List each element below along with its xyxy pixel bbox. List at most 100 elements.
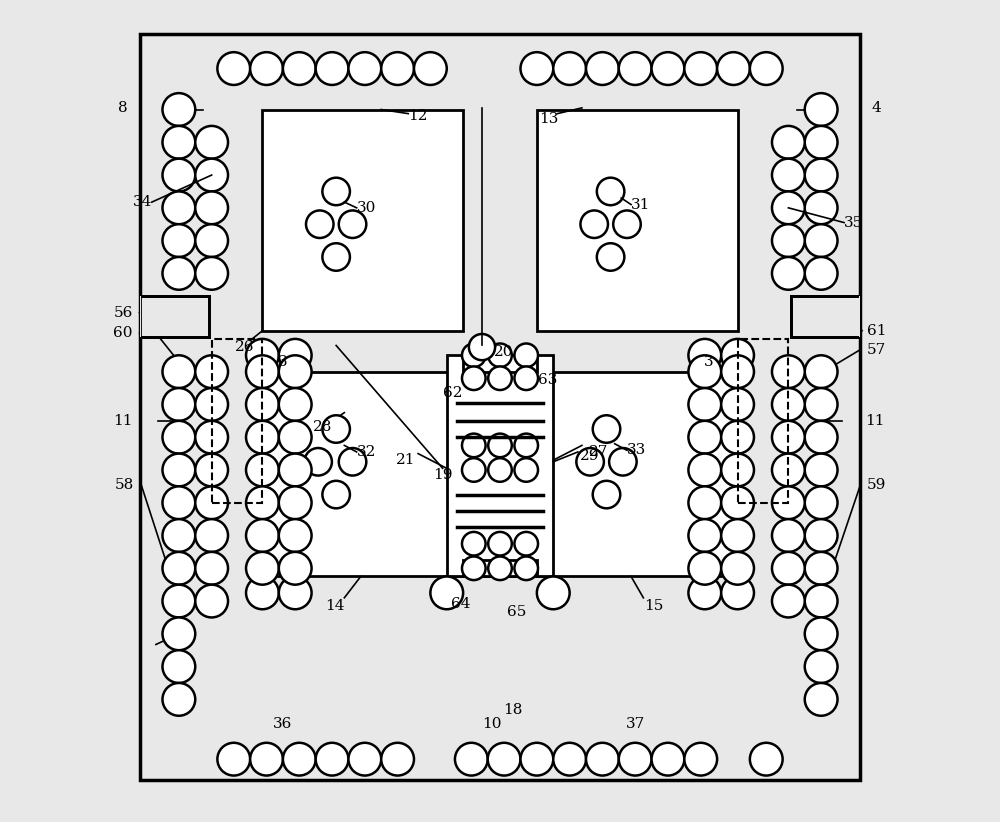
Circle shape — [306, 210, 334, 238]
Circle shape — [514, 434, 538, 457]
Bar — [140, 296, 209, 337]
Circle shape — [721, 576, 754, 609]
Circle shape — [586, 52, 619, 85]
Circle shape — [772, 454, 805, 487]
Bar — [140, 296, 141, 337]
Circle shape — [246, 421, 279, 454]
Circle shape — [279, 339, 312, 372]
Text: 59: 59 — [867, 478, 887, 492]
Text: 61: 61 — [867, 324, 887, 338]
Circle shape — [162, 159, 195, 192]
Text: 57: 57 — [867, 343, 886, 357]
Circle shape — [488, 344, 512, 367]
Circle shape — [688, 454, 721, 487]
Circle shape — [805, 388, 838, 421]
Circle shape — [688, 388, 721, 421]
Circle shape — [514, 532, 538, 556]
Circle shape — [488, 743, 520, 775]
Circle shape — [772, 520, 805, 552]
Text: 63: 63 — [538, 373, 557, 387]
Circle shape — [721, 487, 754, 520]
Circle shape — [597, 178, 624, 206]
Circle shape — [162, 650, 195, 683]
Circle shape — [462, 344, 486, 367]
Circle shape — [805, 683, 838, 716]
Circle shape — [469, 334, 495, 360]
Text: 20: 20 — [494, 345, 514, 359]
Circle shape — [195, 355, 228, 388]
Circle shape — [772, 388, 805, 421]
Bar — [537, 109, 738, 330]
Circle shape — [279, 355, 312, 388]
Circle shape — [250, 52, 283, 85]
Circle shape — [586, 743, 619, 775]
Circle shape — [772, 224, 805, 257]
Text: 11: 11 — [865, 413, 885, 427]
Circle shape — [430, 576, 463, 609]
Circle shape — [246, 576, 279, 609]
Circle shape — [348, 743, 381, 775]
Circle shape — [688, 421, 721, 454]
Circle shape — [805, 520, 838, 552]
Circle shape — [162, 552, 195, 584]
Circle shape — [580, 210, 608, 238]
Bar — [463, 560, 537, 576]
Circle shape — [381, 743, 414, 775]
Circle shape — [246, 339, 279, 372]
Circle shape — [283, 743, 316, 775]
Circle shape — [162, 257, 195, 290]
Circle shape — [717, 52, 750, 85]
Circle shape — [381, 52, 414, 85]
Circle shape — [339, 448, 366, 476]
Circle shape — [195, 388, 228, 421]
Circle shape — [322, 243, 350, 270]
Circle shape — [162, 454, 195, 487]
Circle shape — [488, 458, 512, 482]
Circle shape — [805, 421, 838, 454]
Circle shape — [279, 520, 312, 552]
Circle shape — [721, 355, 754, 388]
Bar — [262, 372, 467, 576]
Circle shape — [805, 454, 838, 487]
Circle shape — [304, 448, 332, 476]
Bar — [533, 372, 738, 576]
Circle shape — [772, 552, 805, 584]
Circle shape — [217, 52, 250, 85]
Text: 36: 36 — [273, 717, 293, 731]
Circle shape — [250, 743, 283, 775]
Circle shape — [162, 487, 195, 520]
Text: 35: 35 — [844, 215, 863, 229]
Circle shape — [246, 355, 279, 388]
Circle shape — [537, 576, 570, 609]
Circle shape — [576, 448, 604, 476]
Circle shape — [750, 52, 783, 85]
Circle shape — [322, 178, 350, 206]
Circle shape — [195, 126, 228, 159]
Circle shape — [316, 52, 348, 85]
Circle shape — [217, 743, 250, 775]
Circle shape — [721, 421, 754, 454]
Circle shape — [195, 454, 228, 487]
Circle shape — [772, 584, 805, 617]
Circle shape — [772, 257, 805, 290]
Circle shape — [488, 556, 512, 580]
Text: 37: 37 — [626, 717, 645, 731]
Circle shape — [652, 743, 684, 775]
Circle shape — [279, 388, 312, 421]
Circle shape — [688, 520, 721, 552]
Text: 60: 60 — [113, 326, 133, 340]
Circle shape — [488, 434, 512, 457]
Circle shape — [805, 552, 838, 584]
Circle shape — [279, 576, 312, 609]
Circle shape — [684, 52, 717, 85]
Circle shape — [195, 552, 228, 584]
Circle shape — [514, 344, 538, 367]
Bar — [738, 339, 788, 503]
Text: 56: 56 — [113, 306, 133, 320]
Circle shape — [195, 159, 228, 192]
Bar — [262, 109, 463, 330]
Circle shape — [619, 52, 652, 85]
Circle shape — [619, 743, 652, 775]
Circle shape — [609, 448, 637, 476]
Circle shape — [805, 224, 838, 257]
